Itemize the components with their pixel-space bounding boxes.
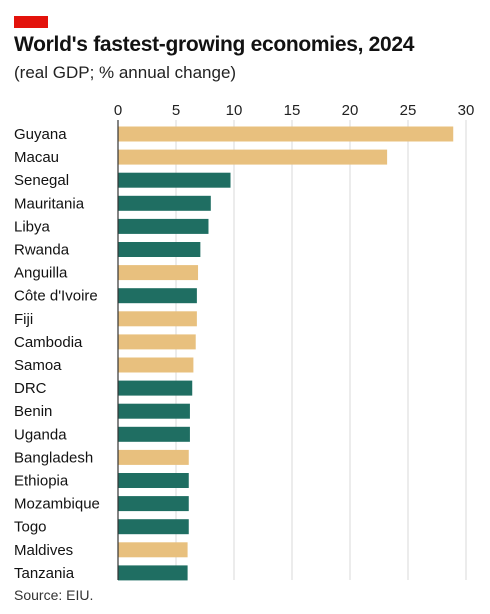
bar xyxy=(118,565,188,581)
bar xyxy=(118,218,209,234)
category-label: Libya xyxy=(14,218,51,235)
bar xyxy=(118,311,197,327)
category-label: Tanzania xyxy=(14,565,75,582)
category-label: Togo xyxy=(14,519,47,536)
bar xyxy=(118,334,196,350)
bar xyxy=(118,126,454,142)
category-label: Cambodia xyxy=(14,334,83,351)
category-label: Guyana xyxy=(14,126,67,143)
bar xyxy=(118,519,189,535)
category-label: DRC xyxy=(14,380,47,397)
category-label: Uganda xyxy=(14,426,67,443)
bar xyxy=(118,288,197,304)
category-label: Macau xyxy=(14,149,59,166)
bar xyxy=(118,473,189,488)
source-note: Source: EIU. xyxy=(14,587,94,603)
bar xyxy=(118,195,211,211)
category-label: Fiji xyxy=(14,311,33,328)
category-label: Senegal xyxy=(14,172,69,189)
x-tick-label: 25 xyxy=(400,102,417,119)
bar xyxy=(118,496,189,512)
category-label: Rwanda xyxy=(14,242,70,259)
x-tick-label: 5 xyxy=(172,102,180,119)
bar xyxy=(118,403,190,419)
bar xyxy=(118,426,190,442)
bar xyxy=(118,449,189,465)
bar xyxy=(118,172,231,188)
category-label: Anguilla xyxy=(14,265,68,282)
category-label: Bangladesh xyxy=(14,449,93,466)
brand-tag xyxy=(14,16,48,28)
category-label: Samoa xyxy=(14,357,62,374)
bar xyxy=(118,380,193,396)
category-label: Ethiopia xyxy=(14,473,69,490)
chart-title: World's fastest-growing economies, 2024 xyxy=(14,33,415,56)
x-tick-label: 15 xyxy=(284,102,301,119)
chart-subtitle: (real GDP; % annual change) xyxy=(14,63,237,82)
bar xyxy=(118,542,188,558)
category-label: Benin xyxy=(14,403,52,420)
x-tick-label: 0 xyxy=(114,102,122,119)
bar xyxy=(118,149,388,165)
category-label: Maldives xyxy=(14,542,73,559)
x-tick-label: 20 xyxy=(342,102,359,119)
category-label: Côte d'Ivoire xyxy=(14,288,98,305)
category-label: Mauritania xyxy=(14,195,85,212)
bar xyxy=(118,242,201,257)
x-tick-label: 30 xyxy=(458,102,475,119)
x-tick-label: 10 xyxy=(226,102,243,119)
category-label: Mozambique xyxy=(14,496,100,513)
bar xyxy=(118,357,194,373)
bar xyxy=(118,265,199,281)
